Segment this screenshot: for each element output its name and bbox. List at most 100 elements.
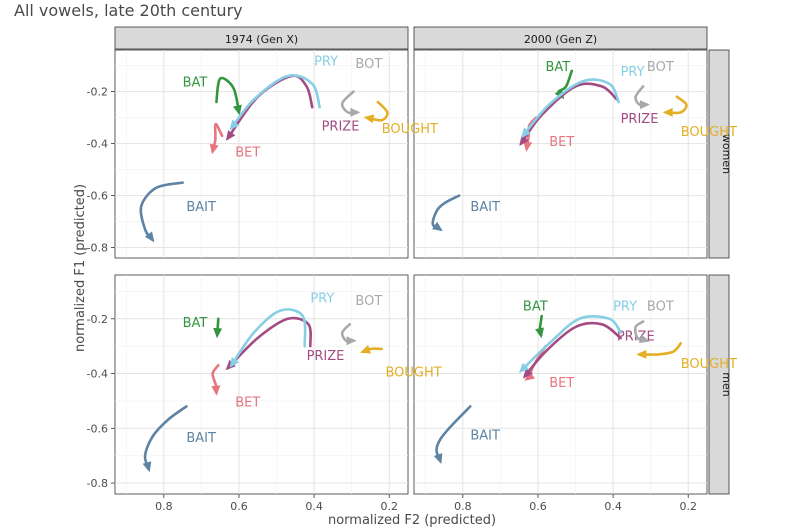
y-tick-label: -0.4 xyxy=(87,368,108,381)
arrowhead-prize-2000-gen-z-men xyxy=(522,368,533,379)
arrowhead-bat-1974-gen-x-women xyxy=(233,104,242,116)
arrowhead-pry-2000-gen-z-men xyxy=(518,362,530,373)
facet-label-1974-gen-x: 1974 (Gen X) xyxy=(225,33,298,46)
panel-2000-gen-z-men xyxy=(413,274,708,495)
x-tick-label: 0.4 xyxy=(604,500,622,513)
x-tick-label: 0.8 xyxy=(454,500,472,513)
arrowhead-bait-2000-gen-z-women xyxy=(432,221,443,232)
trajectory-bait-1974-gen-x-women xyxy=(139,181,184,242)
vowel-label-bet-1974-gen-x-men: BET xyxy=(235,395,260,410)
facet-label-2000-gen-z: 2000 (Gen Z) xyxy=(524,33,597,46)
panel-1974-gen-x-women xyxy=(114,49,409,259)
y-tick-label: -0.2 xyxy=(87,86,108,99)
arrowhead-pry-2000-gen-z-women xyxy=(521,127,531,139)
vowel-label-bat-1974-gen-x-men: BAT xyxy=(183,316,208,331)
arrowhead-bat-2000-gen-z-men xyxy=(535,327,544,339)
y-tick-label: -0.8 xyxy=(87,477,108,490)
facet-label-women: women xyxy=(720,134,733,174)
vowel-label-bat-1974-gen-x-women: BAT xyxy=(183,75,208,90)
vowel-label-pry-1974-gen-x-women: PRY xyxy=(314,55,338,70)
vowel-label-prize-1974-gen-x-women: PRIZE xyxy=(322,120,360,135)
vowel-label-pry-2000-gen-z-women: PRY xyxy=(621,65,645,80)
trajectory-pry-2000-gen-z-women xyxy=(521,78,620,138)
vowel-label-bet-2000-gen-z-men: BET xyxy=(549,376,574,391)
arrowhead-bought-1974-gen-x-women xyxy=(363,114,375,124)
vowel-label-bot-2000-gen-z-women: BOT xyxy=(647,60,674,75)
arrowhead-bot-2000-gen-z-men xyxy=(638,334,650,344)
arrowhead-bought-2000-gen-z-women xyxy=(662,107,673,117)
trajectory-bait-1974-gen-x-men xyxy=(143,405,188,471)
arrowhead-pry-1974-gen-x-men xyxy=(229,357,240,368)
y-axis-label: normalized F1 (predicted) xyxy=(73,184,88,352)
panel-background xyxy=(114,49,409,259)
panel-2000-gen-z-women xyxy=(413,49,708,259)
facet-strip-1974-gen-x xyxy=(114,26,409,50)
vowel-label-bet-1974-gen-x-women: BET xyxy=(235,146,260,161)
y-tick-label: -0.8 xyxy=(87,242,108,255)
vowel-label-bat-2000-gen-z-women: BAT xyxy=(545,60,570,75)
trajectory-pry-2000-gen-z-men xyxy=(519,315,622,373)
facet-strip-women xyxy=(708,49,730,259)
vowel-label-bait-1974-gen-x-men: BAIT xyxy=(186,431,216,446)
vowel-label-prize-1974-gen-x-men: PRIZE xyxy=(307,349,345,364)
arrowhead-bait-1974-gen-x-women xyxy=(144,231,155,243)
trajectory-bought-1974-gen-x-women xyxy=(365,100,389,122)
arrowhead-bait-2000-gen-z-men xyxy=(433,453,443,464)
vowel-label-bait-1974-gen-x-women: BAIT xyxy=(186,200,216,215)
x-tick-label: 0.2 xyxy=(679,500,697,513)
arrowhead-bet-2000-gen-z-men xyxy=(524,371,535,381)
x-tick-label: 0.6 xyxy=(529,500,547,513)
vowel-label-bought-1974-gen-x-women: BOUGHT xyxy=(382,122,438,137)
trajectory-bat-1974-gen-x-women xyxy=(215,76,241,114)
vowel-label-bought-2000-gen-z-men: BOUGHT xyxy=(681,357,737,372)
trajectory-bought-2000-gen-z-women xyxy=(664,95,688,115)
vowel-label-bet-2000-gen-z-women: BET xyxy=(549,135,574,150)
vowel-label-bot-2000-gen-z-men: BOT xyxy=(647,300,674,315)
arrowhead-bot-2000-gen-z-women xyxy=(639,100,650,110)
plot-area: 1974 (Gen X) 2000 (Gen Z) women men -0.8 -0.6… xyxy=(87,26,737,513)
chart-title: All vowels, late 20th century xyxy=(14,1,243,20)
arrowhead-bet-2000-gen-z-women xyxy=(523,141,533,152)
trajectory-prize-1974-gen-x-men xyxy=(226,316,312,370)
vowel-label-pry-2000-gen-z-men: PRY xyxy=(613,300,637,315)
arrowhead-bet-1974-gen-x-women xyxy=(209,143,219,155)
vowel-label-bot-1974-gen-x-men: BOT xyxy=(355,294,382,309)
vowel-label-prize-2000-gen-z-women: PRIZE xyxy=(621,112,659,127)
vowel-label-pry-1974-gen-x-men: PRY xyxy=(310,291,334,306)
trajectory-bait-2000-gen-z-men xyxy=(435,405,472,463)
y-tick-label: -0.2 xyxy=(87,313,108,326)
trajectory-bought-2000-gen-z-men xyxy=(638,342,682,356)
facet-strip-2000-gen-z xyxy=(413,26,708,50)
panel-1974-gen-x-men xyxy=(114,274,409,495)
arrowhead-pry-1974-gen-x-women xyxy=(229,119,240,131)
trajectory-pry-1974-gen-x-men xyxy=(230,308,307,367)
vowel-label-bat-2000-gen-z-men: BAT xyxy=(523,300,548,315)
vowel-label-bait-2000-gen-z-women: BAIT xyxy=(470,200,500,215)
arrowhead-bot-1974-gen-x-men xyxy=(346,336,357,346)
vowel-label-bought-2000-gen-z-women: BOUGHT xyxy=(681,125,737,140)
x-axis-label: normalized F2 (predicted) xyxy=(328,513,496,528)
x-tick-label: 0.6 xyxy=(230,500,248,513)
arrowhead-prize-2000-gen-z-women xyxy=(519,135,529,146)
y-tick-label: -0.6 xyxy=(87,422,108,435)
vowel-label-bought-1974-gen-x-men: BOUGHT xyxy=(385,365,441,380)
arrowhead-bot-1974-gen-x-women xyxy=(350,107,361,117)
arrowhead-bought-2000-gen-z-men xyxy=(636,349,647,359)
facet-label-men: men xyxy=(720,372,733,396)
x-tick-label: 0.4 xyxy=(305,500,323,513)
y-tick-label: -0.4 xyxy=(87,138,108,151)
arrowhead-bought-1974-gen-x-men xyxy=(360,345,371,354)
arrowhead-bait-1974-gen-x-men xyxy=(142,461,152,473)
vowel-label-bot-1974-gen-x-women: BOT xyxy=(355,57,382,72)
y-tick-label: -0.6 xyxy=(87,190,108,203)
trajectory-prize-2000-gen-z-women xyxy=(519,82,619,145)
panel-background xyxy=(413,49,708,259)
trajectory-pry-1974-gen-x-women xyxy=(230,74,321,130)
vowel-label-bait-2000-gen-z-men: BAIT xyxy=(470,428,500,443)
x-tick-label: 0.8 xyxy=(155,500,173,513)
arrowhead-bet-1974-gen-x-men xyxy=(211,385,221,396)
trajectory-prize-2000-gen-z-men xyxy=(523,321,622,378)
x-tick-label: 0.2 xyxy=(380,500,398,513)
facet-strip-men xyxy=(708,274,730,495)
